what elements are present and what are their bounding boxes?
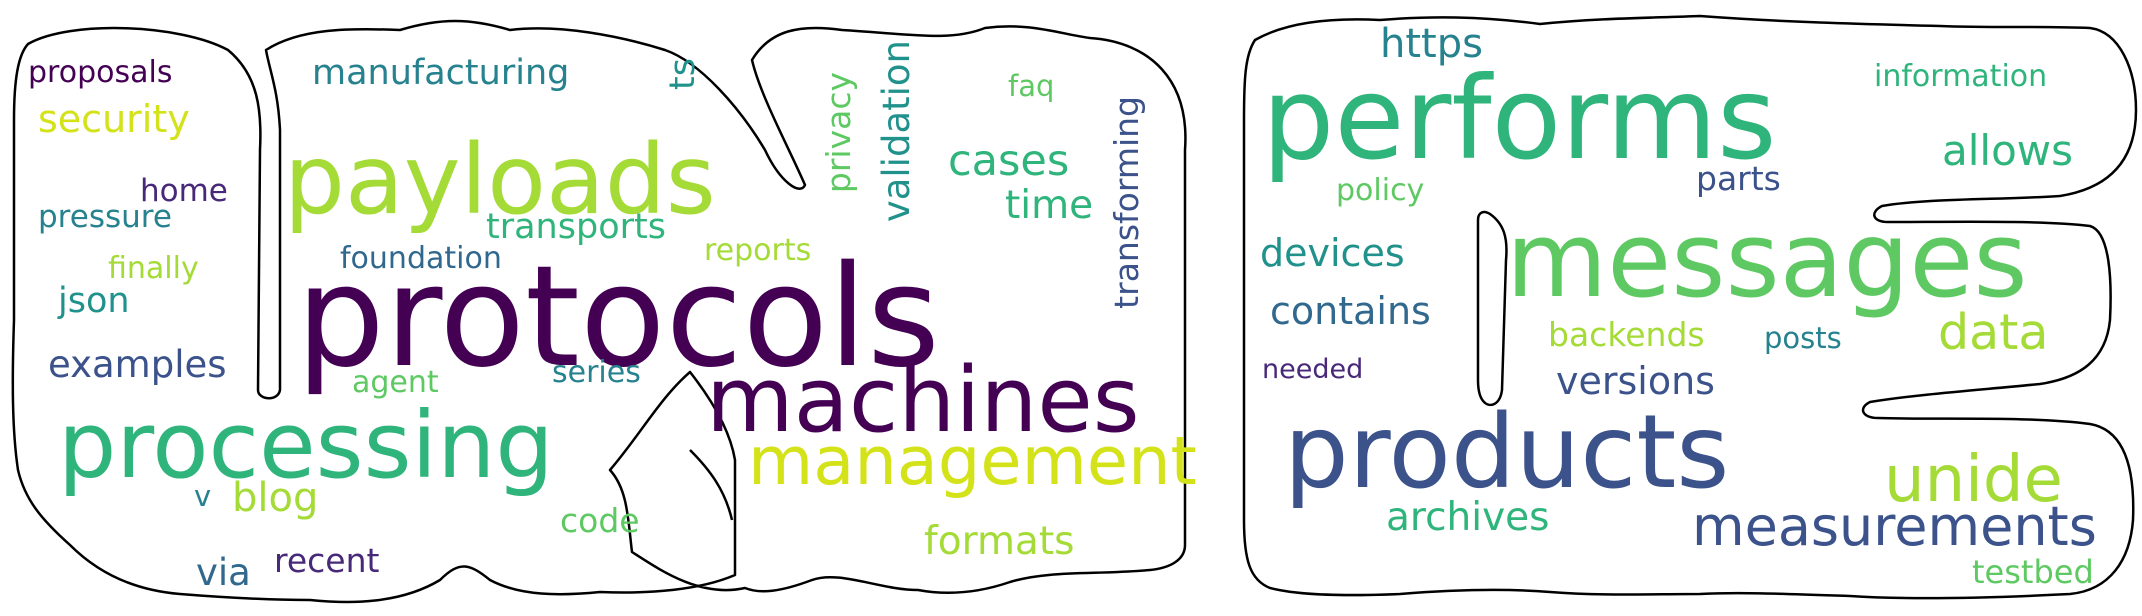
cloud-word: series [552,355,641,390]
cloud-word: privacy [819,72,858,194]
cloud-word: cases [948,136,1070,186]
cloud-word: protocols [296,236,941,399]
cloud-word: versions [1556,359,1715,403]
cloud-word: faq [1008,69,1055,103]
cloud-word: payloads [284,124,716,236]
cloud-word: recent [274,541,380,580]
left-cloud-outline [11,19,1187,604]
cloud-word: posts [1764,321,1842,355]
cloud-word: archives [1386,495,1550,540]
cloud-word: json [58,281,130,321]
cloud-word: agent [352,365,439,400]
cloud-word: information [1874,59,2048,94]
cloud-word: security [38,97,190,141]
cloud-word: policy [1336,173,1425,208]
cloud-word: unide [1884,443,2063,517]
cloud-word: transforming [1107,96,1146,309]
cloud-word: measurements [1692,495,2097,558]
cloud-word: contains [1270,289,1431,333]
cloud-word: v [194,479,212,513]
cloud-word: blog [232,475,319,521]
cloud-word: https [1380,21,1483,67]
cloud-word: proposals [28,55,173,90]
cloud-word: ts [663,58,703,90]
cloud-word: code [560,501,640,540]
cloud-word: time [1005,183,1094,228]
cloud-word: manufacturing [312,53,570,93]
right-cloud-outline [1242,14,2138,600]
cloud-word: needed [1262,354,1364,385]
cloud-word: finally [108,251,199,286]
cloud-word: examples [48,343,227,386]
cloud-word: data [1938,304,2049,361]
cloud-word: home [140,173,228,209]
cloud-word: foundation [340,241,502,276]
cloud-word: devices [1260,231,1405,275]
cloud-word: messages [1506,199,2028,321]
cloud-word: processing [58,392,554,499]
cloud-word: reports [704,233,812,268]
cloud-word: formats [924,519,1075,564]
cloud-word: management [748,422,1197,500]
right-cloud-inner-pill [1476,210,1508,407]
cloud-word: testbed [1972,553,2094,591]
left-cloud-inner-notch [689,449,734,521]
cloud-word: pressure [38,199,172,235]
cloud-word: transports [486,207,666,247]
cloud-word: machines [706,348,1140,453]
cloud-word: allows [1942,126,2074,175]
cloud-word: validation [875,40,918,223]
cloud-word: via [196,551,251,594]
cloud-word: performs [1262,52,1777,185]
cloud-word: backends [1548,315,1705,354]
cloud-word: products [1284,393,1730,512]
cloud-word: parts [1696,159,1781,198]
